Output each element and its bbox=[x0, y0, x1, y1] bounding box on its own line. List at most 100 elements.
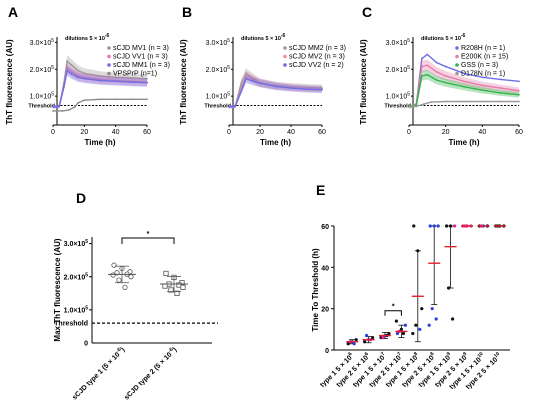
significance-star: * bbox=[392, 304, 395, 311]
data-point bbox=[77, 101, 79, 104]
data-point bbox=[435, 61, 438, 64]
legend-marker bbox=[107, 46, 111, 50]
y-tick-label-base: 1.0×10 bbox=[386, 94, 408, 101]
dilution-note: dilutions 5 × 10-6 bbox=[241, 33, 286, 42]
y-tick-label-base: 2.0×10 bbox=[64, 274, 86, 281]
y-tick-label: 1.0×105 bbox=[206, 92, 231, 101]
series-error-band bbox=[229, 74, 322, 109]
y-axis-title: Max ThT fluorescence (AU) bbox=[53, 238, 62, 341]
dilution-note: dilutions 5 × 10-6 bbox=[65, 33, 110, 42]
dilution-note-exp: -6 bbox=[461, 33, 466, 39]
data-point bbox=[66, 67, 68, 69]
x-tick-label: 20 bbox=[442, 129, 450, 136]
legend-label: sCJD MV1 (n = 3) bbox=[113, 45, 169, 52]
y-tick-label: 2.0×105 bbox=[30, 65, 55, 74]
x-tick-label: 40 bbox=[287, 129, 295, 136]
y-tick-label-exp: 5 bbox=[51, 92, 54, 98]
data-point bbox=[481, 84, 484, 87]
legend-label: D178N (n = 1) bbox=[461, 71, 505, 78]
x-tick-label: 20 bbox=[256, 129, 264, 136]
x-tick-label: 40 bbox=[478, 129, 486, 136]
y-tick-label: 3.0×105 bbox=[64, 239, 89, 248]
x-tick-label: 60 bbox=[143, 129, 151, 136]
series-3 bbox=[408, 69, 520, 109]
data-point bbox=[447, 286, 451, 290]
y-tick-label: 2.0×105 bbox=[386, 65, 411, 74]
data-point bbox=[146, 81, 148, 84]
data-point bbox=[426, 73, 429, 76]
category-label-exp: 8 bbox=[429, 351, 435, 357]
data-point bbox=[499, 92, 502, 94]
x-axis-title: Time (h) bbox=[85, 138, 116, 147]
group-5 bbox=[411, 224, 424, 343]
data-point bbox=[74, 105, 76, 108]
y-tick-label-exp: 5 bbox=[407, 38, 410, 44]
y-tick-label: 20 bbox=[321, 307, 329, 314]
x-tick-label: 0 bbox=[51, 129, 55, 136]
data-point bbox=[58, 105, 61, 108]
data-point bbox=[444, 81, 447, 84]
legend-marker bbox=[107, 71, 111, 76]
data-point bbox=[252, 80, 255, 83]
data-point bbox=[432, 224, 436, 228]
data-point bbox=[426, 64, 429, 67]
legend-label: sCJD MM2 (n = 3) bbox=[289, 45, 346, 52]
group-6 bbox=[427, 224, 441, 327]
y-tick-label-base: 2.0×10 bbox=[206, 67, 228, 74]
data-point bbox=[426, 53, 429, 56]
series-3 bbox=[52, 65, 148, 109]
data-point bbox=[111, 262, 117, 268]
data-point bbox=[394, 319, 398, 323]
data-point bbox=[463, 100, 465, 103]
data-point bbox=[420, 307, 424, 311]
data-point bbox=[415, 105, 418, 108]
threshold-label: Threshold bbox=[384, 104, 411, 110]
y-tick-label-exp: 5 bbox=[407, 92, 410, 98]
y-tick-label-base: 1.0×10 bbox=[206, 94, 228, 101]
data-point bbox=[63, 85, 65, 88]
data-point bbox=[70, 73, 73, 75]
data-point bbox=[411, 331, 415, 336]
data-point bbox=[240, 89, 243, 92]
legend-label: VPSPrP (n=1) bbox=[113, 71, 157, 78]
category-label-tail: ) bbox=[120, 346, 127, 353]
group-2 bbox=[362, 333, 375, 344]
y-tick-label-base: 3.0×10 bbox=[386, 40, 408, 47]
legend-marker bbox=[455, 71, 459, 76]
data-point bbox=[428, 224, 432, 228]
data-point bbox=[83, 77, 86, 80]
group-7 bbox=[444, 224, 457, 321]
panel-letter: C bbox=[362, 4, 372, 20]
y-axis-title: ThT fluorescence (AU) bbox=[359, 39, 368, 125]
data-point bbox=[174, 290, 180, 296]
legend-marker bbox=[107, 54, 111, 59]
significance-bracket bbox=[384, 310, 402, 316]
group-4 bbox=[394, 319, 408, 339]
data-point bbox=[70, 71, 73, 73]
series-4 bbox=[52, 98, 148, 112]
y-tick-label-exp: 5 bbox=[227, 38, 230, 44]
data-point bbox=[363, 340, 367, 344]
data-point bbox=[371, 336, 375, 340]
data-point bbox=[168, 287, 174, 293]
x-axis-title: Time (h) bbox=[260, 138, 291, 147]
data-point bbox=[399, 327, 403, 331]
data-point bbox=[418, 327, 422, 331]
category-label-base: sCJD type 1 (5 × 10 bbox=[71, 351, 121, 400]
legend-marker bbox=[283, 54, 287, 59]
data-point bbox=[420, 65, 423, 68]
legend-label: sCJD VV2 (n = 2) bbox=[289, 62, 344, 69]
data-point bbox=[114, 270, 120, 276]
y-tick-label-base: 3.0×10 bbox=[64, 241, 86, 248]
category-label-base: sCJD type 2 (5 × 10 bbox=[123, 351, 173, 400]
dilution-note-base: dilutions 5 × 10 bbox=[241, 36, 281, 42]
data-point bbox=[430, 101, 432, 103]
category-label: sCJD type 1 (5 × 10-6) bbox=[70, 345, 126, 400]
legend-marker bbox=[455, 46, 459, 50]
category-label-exp: 9 bbox=[462, 351, 468, 357]
data-point bbox=[430, 307, 434, 311]
data-point bbox=[414, 323, 418, 327]
data-point bbox=[416, 249, 420, 253]
series-error-band bbox=[53, 62, 147, 109]
